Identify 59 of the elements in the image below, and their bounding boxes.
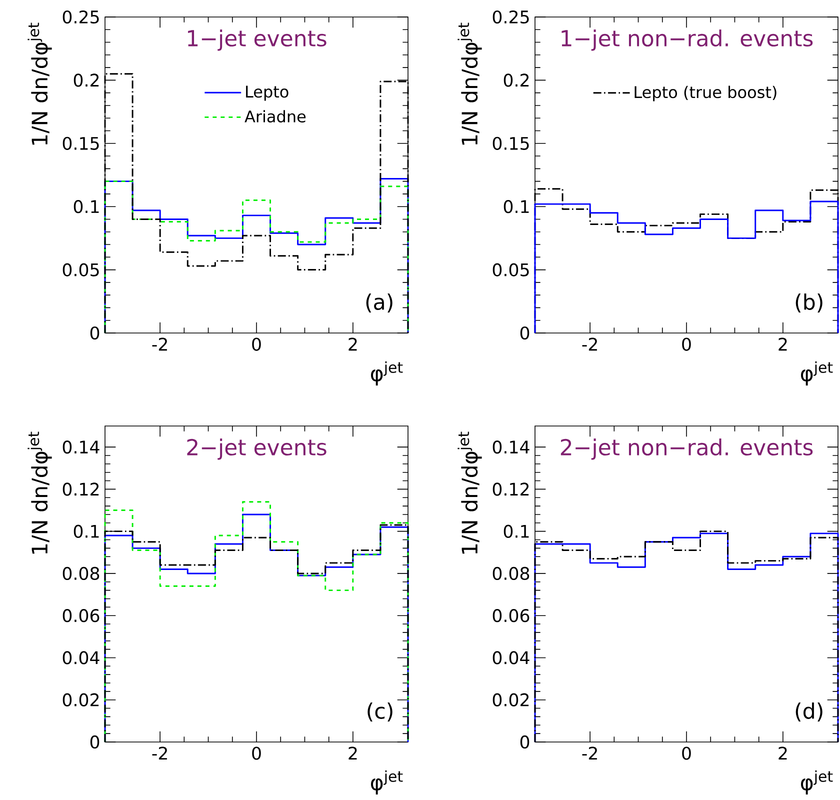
y-tick-label: 0.1 [504,524,529,538]
legend-label: Ariadne [244,110,306,123]
annotation: (a) [366,293,392,312]
y-axis-title: 1/N dn/dφ$^{jet}$ [458,432,482,554]
y-axis-title: 1/N dn/dφ$^{jet}$ [28,22,52,145]
y-tick-label: 0 [90,735,100,749]
x-tick-label: -2 [582,338,597,351]
y-tick-label: 0.05 [62,263,99,276]
x-axis-title: φ$^{jet}$ [800,361,833,386]
x-tick-label: 2 [778,746,787,760]
y-tick-label: 0 [90,326,100,340]
y-tick-label: 0.04 [62,651,100,664]
annotation: (b) [796,293,822,312]
y-tick-label: 0.25 [62,10,99,24]
y-tick-label: 0.2 [504,74,529,87]
y-axis-title: 1/N dn/dφ$^{jet}$ [28,432,52,554]
x-tick-label: -2 [152,746,167,760]
y-tick-label: 0.2 [74,74,99,87]
y-tick-label: 0.12 [492,482,529,496]
legend-label: Lepto (true boost) [634,86,776,102]
legend-label: Lepto [246,86,288,101]
x-axis-title: φ$^{jet}$ [800,770,833,795]
y-tick-label: 0.08 [62,566,100,580]
x-tick-label: -2 [582,746,597,760]
x-tick-label: 0 [682,338,691,351]
y-tick-label: 0.15 [492,136,529,150]
y-tick-label: 0.1 [74,200,99,214]
y-tick-label: 0 [520,326,530,340]
y-tick-label: 0.14 [62,440,100,454]
y-tick-label: 0.06 [62,609,100,622]
y-axis-title: 1/N dn/dφ$^{jet}$ [458,22,482,145]
text: 2−jet events [187,438,326,460]
y-tick-label: 0.15 [62,136,99,150]
x-tick-label: 2 [348,338,357,351]
text: 2−jet non−rad. events [560,438,813,460]
text: 1−jet non−rad. events [562,30,813,51]
x-tick-label: -2 [152,338,167,351]
y-tick-label: 0.1 [504,200,529,214]
x-tick-label: 0 [252,746,261,760]
x-tick-label: 0 [252,338,261,351]
y-tick-label: 0.14 [492,440,530,454]
y-tick-label: 0.02 [62,693,99,706]
y-tick-label: 0.25 [492,10,529,24]
x-tick-label: 2 [348,746,357,760]
annotation: (d) [796,702,822,722]
y-tick-label: 0.04 [492,651,530,664]
y-tick-label: 0.08 [492,566,530,580]
annotation: (c) [368,702,392,722]
x-axis-title: φ$^{jet}$ [370,770,403,795]
x-axis-title: φ$^{jet}$ [370,361,403,386]
y-tick-label: 0.05 [492,263,529,276]
y-tick-label: 0.12 [62,482,99,496]
x-tick-label: 0 [682,746,691,760]
y-tick-label: 0.06 [492,609,530,622]
x-tick-label: 2 [778,338,787,351]
y-tick-label: 0.02 [492,693,529,706]
y-tick-label: 0 [520,735,530,749]
y-tick-label: 0.1 [74,524,99,538]
text: 1−jet events [188,30,326,51]
